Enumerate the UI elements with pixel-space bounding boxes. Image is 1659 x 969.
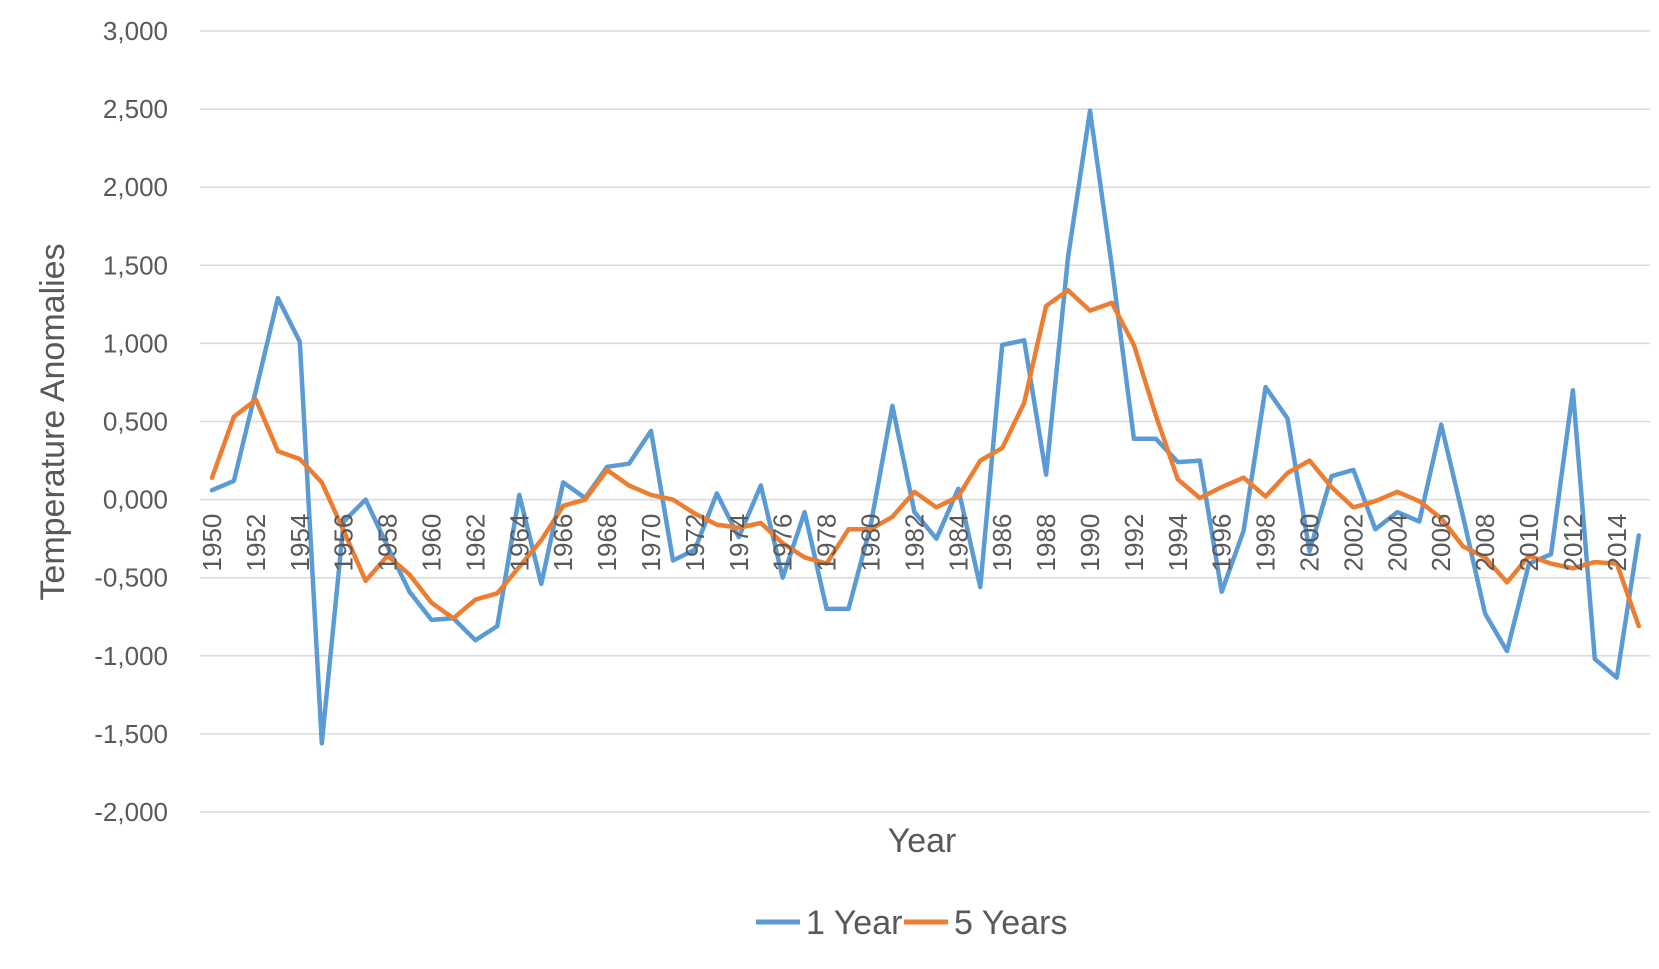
y-tick-label: -0,500 <box>94 563 168 593</box>
x-tick-label: 2004 <box>1382 514 1412 572</box>
x-tick-label: 1992 <box>1119 514 1149 572</box>
y-tick-label: 0,000 <box>103 485 168 515</box>
y-tick-label: 1,000 <box>103 328 168 358</box>
x-tick-label: 1980 <box>856 514 886 572</box>
x-tick-label: 1990 <box>1075 514 1105 572</box>
series-line-5-years <box>209 288 1642 629</box>
x-axis-ticks: 1950 1952 1954 1956 1958 1960 1962 1964 1966 1968… <box>197 514 1632 572</box>
x-tick-label: 1950 <box>197 514 227 572</box>
x-tick-label: 1958 <box>373 514 403 572</box>
x-tick-label: 1998 <box>1251 514 1281 572</box>
y-tick-label: 2,500 <box>103 94 168 124</box>
x-tick-label: 1984 <box>943 514 973 572</box>
x-tick-label: 1960 <box>417 514 447 572</box>
x-tick-label: 1996 <box>1207 514 1237 572</box>
x-axis-title: Year <box>888 822 957 860</box>
x-tick-label: 1952 <box>241 514 271 572</box>
legend-label: 5 Years <box>954 904 1067 942</box>
x-tick-label: 1968 <box>592 514 622 572</box>
x-tick-label: 1966 <box>548 514 578 572</box>
y-tick-label: 1,500 <box>103 250 168 280</box>
x-tick-label: 1982 <box>899 514 929 572</box>
legend: 1 Year 5 Years <box>756 904 1067 942</box>
x-tick-label: 1986 <box>987 514 1017 572</box>
x-tick-label: 2002 <box>1338 514 1368 572</box>
y-tick-label: -1,000 <box>94 641 168 671</box>
x-tick-label: 1954 <box>285 514 315 572</box>
y-tick-label: 3,000 <box>103 16 168 46</box>
legend-label: 1 Year <box>806 904 902 942</box>
series-lines <box>209 108 1642 746</box>
x-tick-label: 1964 <box>504 514 534 572</box>
y-tick-label: -2,000 <box>94 797 168 827</box>
x-tick-label: 2010 <box>1514 514 1544 572</box>
gridlines <box>200 30 1650 813</box>
x-tick-label: 1962 <box>460 514 490 572</box>
x-tick-label: 1988 <box>1031 514 1061 572</box>
x-tick-label: 1978 <box>812 514 842 572</box>
x-tick-label: 1994 <box>1163 514 1193 572</box>
x-tick-label: 1956 <box>329 514 359 572</box>
y-axis-ticks: 3,000 2,500 2,000 1,500 1,000 0,500 0,000 -0,50… <box>94 16 168 827</box>
x-tick-label: 1976 <box>768 514 798 572</box>
x-tick-label: 1970 <box>636 514 666 572</box>
series-line-1-year <box>209 108 1642 746</box>
y-tick-label: 2,000 <box>103 172 168 202</box>
x-tick-label: 2014 <box>1602 514 1632 572</box>
y-tick-label: 0,500 <box>103 407 168 437</box>
x-tick-label: 2000 <box>1295 514 1325 572</box>
x-tick-label: 2006 <box>1426 514 1456 572</box>
y-axis-title: Temperature Anomalies <box>34 243 72 600</box>
x-tick-label: 2008 <box>1470 514 1500 572</box>
x-tick-label: 1974 <box>724 514 754 572</box>
x-tick-label: 1972 <box>680 514 710 572</box>
y-tick-label: -1,500 <box>94 719 168 749</box>
x-tick-label: 2012 <box>1558 514 1588 572</box>
